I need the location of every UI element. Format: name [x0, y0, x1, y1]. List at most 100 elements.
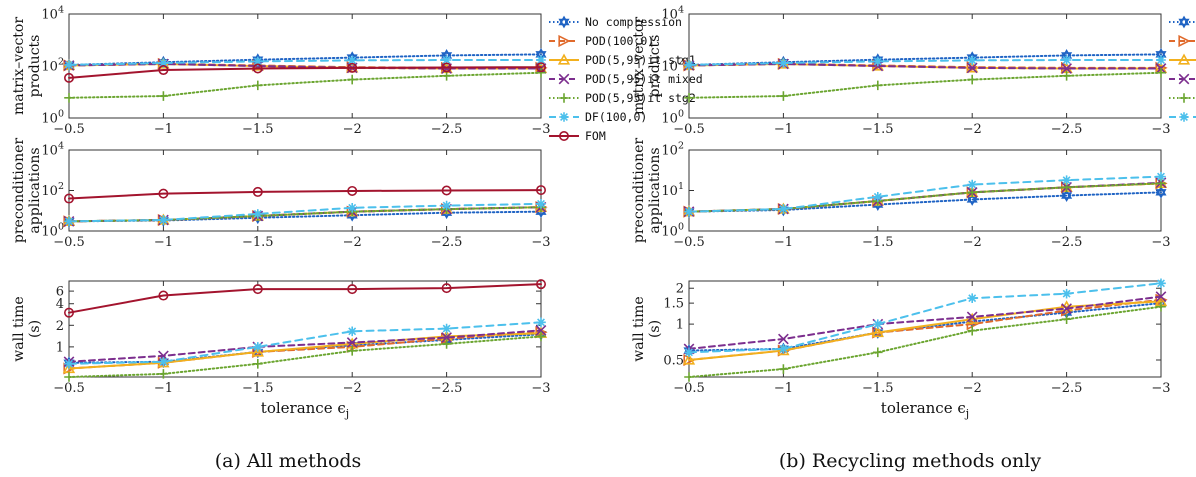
marker-circle [158, 65, 169, 76]
marker-plus [347, 346, 357, 356]
marker-plus [1156, 67, 1166, 78]
x-tick-label: −1 [154, 235, 173, 250]
x-tick-label: −0.5 [53, 381, 85, 396]
series-df-100-0 [684, 55, 1166, 70]
marker-asterisk [536, 199, 546, 209]
marker-hexagram [558, 18, 570, 29]
marker-asterisk [559, 112, 569, 122]
y-axis-label: wall time(s) [11, 296, 43, 361]
x-tick-label: −2.5 [431, 235, 463, 250]
marker-x [1061, 303, 1072, 314]
y-tick-label: 0.5 [663, 353, 684, 368]
x-tick-label: −2.5 [431, 381, 463, 396]
marker-asterisk [778, 58, 789, 68]
x-tick-label: −2.5 [1051, 122, 1083, 137]
marker-asterisk [253, 342, 263, 352]
marker-asterisk [1156, 278, 1166, 289]
tick-exponent: 4 [678, 5, 684, 16]
series-line [68, 321, 542, 365]
marker-asterisk [873, 319, 883, 329]
y-axis-label-line: wall time [631, 296, 647, 361]
x-tick-label: −1 [774, 235, 793, 250]
x-tick-label: −2 [343, 235, 362, 250]
marker-plus [1061, 70, 1072, 81]
chart-b-walltime: −0.5 −1 −1.5 −2 −2.5 −3 0.5 1 1.52 wall time(s) to… [631, 278, 1171, 420]
series-line [688, 295, 1162, 350]
x-tick-label: −1.5 [242, 122, 274, 137]
y-axis-label-line: applications [647, 147, 663, 233]
y-axis-label-line: preconditioner [11, 138, 27, 243]
tick-exponent: 2 [678, 141, 684, 152]
x-axis-label-subscript: j [964, 407, 969, 420]
x-tick-label: −2.5 [431, 122, 463, 137]
marker-plus [1179, 93, 1189, 103]
tick-exponent: 4 [58, 141, 64, 152]
y-axis-label-line: (s) [27, 320, 43, 338]
y-axis-label: matrix–vectorproducts [631, 17, 663, 115]
y-tick-label: 6 [56, 285, 64, 300]
y-tick-label: 102 [41, 181, 64, 199]
x-tick-label: −1.5 [242, 235, 274, 250]
series-pod-100-0 [63, 57, 548, 74]
series-line [688, 53, 1162, 66]
marker-x [778, 333, 789, 345]
series-line [688, 298, 1162, 361]
chart-b-matvec: −0.5 −1 −1.5 −2 −2.5 −3100102104matrix–vector… [631, 5, 1196, 137]
series-fom [64, 185, 546, 204]
marker-triangle-right [1178, 34, 1191, 48]
x-tick-label: −2 [963, 381, 982, 396]
x-tick-label: −1 [154, 381, 173, 396]
caption-b: (b) Recycling methods only [779, 450, 1041, 472]
legend-entry-pod-5-95-it-stg2: POD(5,95)it stg2 [1169, 93, 1196, 103]
marker-circle [347, 62, 358, 73]
marker-plus [158, 369, 169, 379]
plot-frame [688, 280, 1162, 378]
y-axis-label-line: matrix–vector [631, 17, 647, 115]
y-tick-label: 1.5 [663, 297, 684, 312]
marker-x [558, 73, 570, 85]
series-line [68, 329, 542, 363]
marker-asterisk [347, 326, 357, 337]
y-tick-label: 104 [41, 5, 64, 23]
y-axis-label: preconditionerapplications [631, 138, 663, 243]
x-axis-label: tolerance ϵj [261, 399, 349, 420]
marker-hexagram [1061, 52, 1073, 62]
marker-triangle-up [871, 326, 884, 338]
series-pod-5-95-it-mixed [63, 58, 547, 74]
plot-frame [688, 149, 1162, 232]
legend-label: POD(100,0) [585, 34, 654, 48]
marker-plus [253, 359, 263, 369]
series-line [68, 71, 542, 99]
marker-plus [64, 372, 74, 382]
x-tick-label: −1.5 [862, 381, 894, 396]
series-df-100-0 [684, 171, 1166, 217]
series-pod-100-0 [683, 57, 1168, 74]
x-axis-label-subscript: j [344, 407, 349, 420]
x-tick-label: −3 [1151, 381, 1170, 396]
y-axis-label-line: wall time [11, 296, 27, 361]
x-tick-label: −0.5 [53, 122, 85, 137]
series-line [68, 62, 542, 70]
marker-x [1155, 291, 1167, 303]
legend-label: FOM [585, 129, 606, 143]
x-tick-label: −0.5 [673, 235, 705, 250]
marker-asterisk [64, 216, 74, 227]
y-tick-label: 102 [41, 57, 64, 75]
series-pod-5-95-it-stg2 [64, 67, 546, 103]
legend-entry-df-100-0: DF(100,0) [549, 110, 647, 124]
series-df-100-0 [64, 317, 546, 369]
marker-circle [535, 279, 546, 290]
series-line [68, 202, 542, 223]
marker-circle [158, 290, 169, 301]
x-tick-label: −1.5 [242, 381, 274, 396]
x-tick-label: −3 [1151, 235, 1170, 250]
marker-plus [684, 372, 694, 382]
marker-asterisk [684, 60, 694, 70]
x-tick-label: −2 [963, 122, 982, 137]
x-tick-label: −2 [963, 235, 982, 250]
marker-plus [967, 74, 977, 85]
x-tick-label: −2.5 [1051, 381, 1083, 396]
y-tick-label: 104 [41, 141, 64, 159]
legend-entry-pod-5-95-it-stg2: POD(5,95)it stg2 [549, 91, 696, 105]
marker-triangle-up [251, 345, 264, 357]
